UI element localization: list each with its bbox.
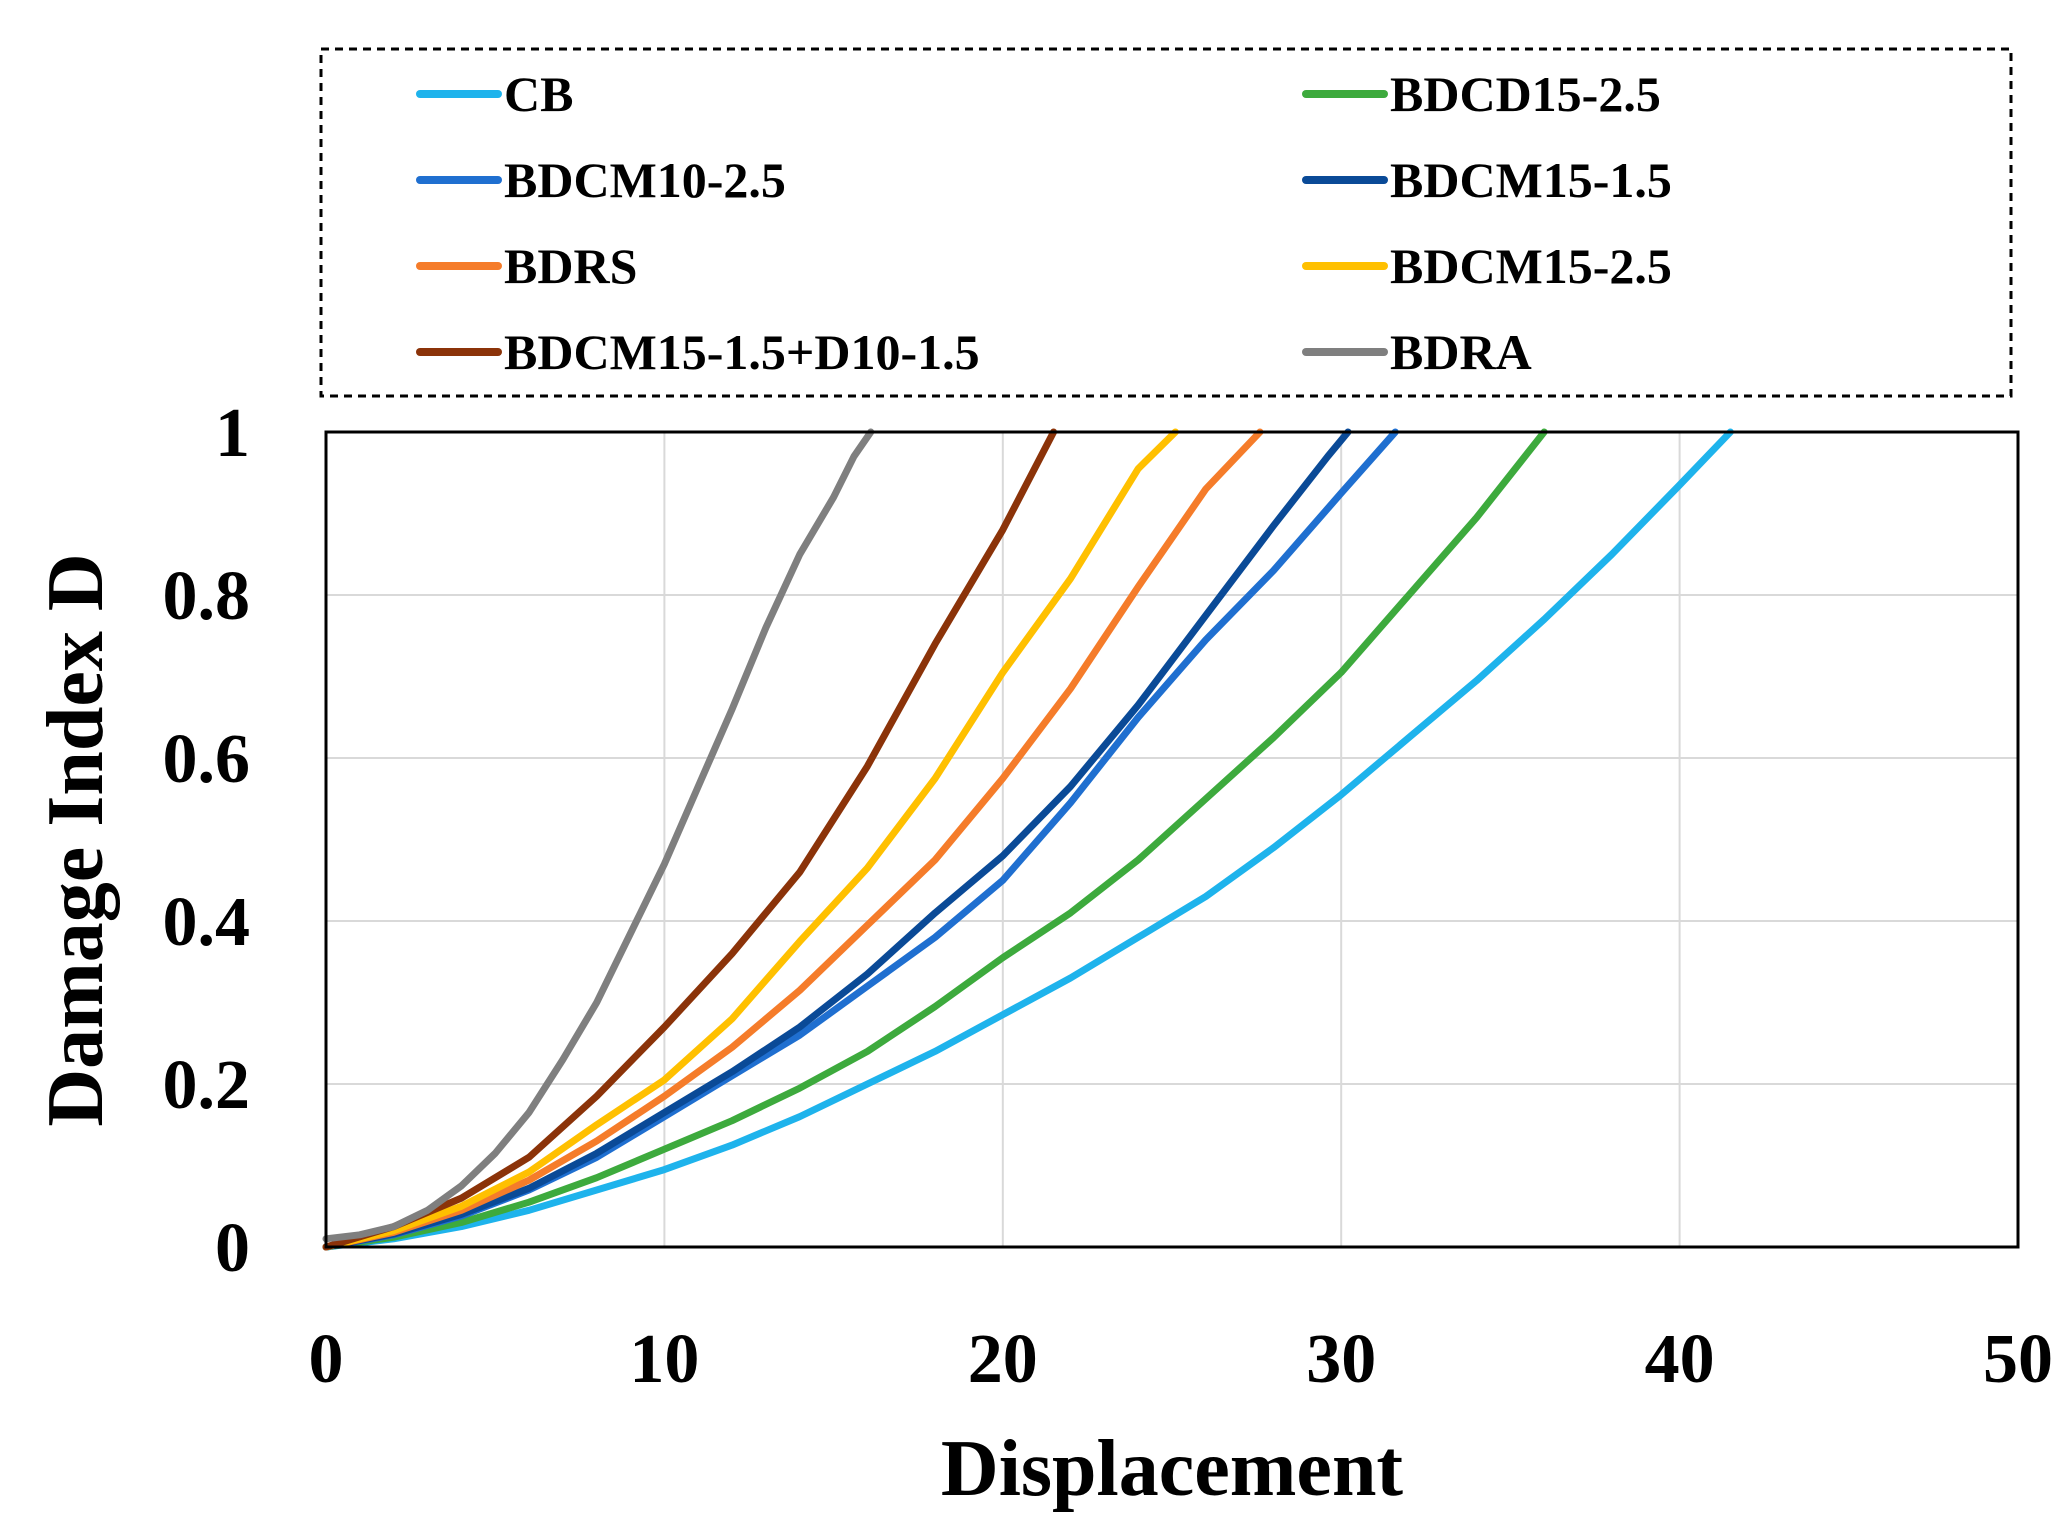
tick-labels: 0 10 20 30 40 50 0 0.2 0.4 0.6 0.8 1 xyxy=(163,395,2054,1398)
legend-label: BDRS xyxy=(504,238,637,294)
legend-label: BDCM15-1.5+D10-1.5 xyxy=(504,324,980,380)
legend-item: CB xyxy=(416,66,573,122)
x-tick-label: 40 xyxy=(1645,1321,1715,1398)
x-tick-label: 0 xyxy=(309,1321,344,1398)
series-lines xyxy=(322,428,1734,1251)
legend-item: BDCM15-1.5 xyxy=(1302,152,1672,208)
x-tick-label: 10 xyxy=(629,1321,699,1398)
y-tick-label: 0.4 xyxy=(163,884,251,961)
series-line-bdcm15-1-5-d10-1-5 xyxy=(322,428,1058,1251)
legend-label: BDRA xyxy=(1390,324,1532,380)
legend-item: BDCD15-2.5 xyxy=(1302,66,1661,122)
legend-label: BDCM15-1.5 xyxy=(1390,152,1672,208)
plot-area-frame xyxy=(324,430,2020,1249)
x-tick-label: 50 xyxy=(1983,1321,2053,1398)
series-line-bdcd15-2-5 xyxy=(322,428,1548,1251)
y-tick-label: 0.6 xyxy=(163,721,251,798)
y-tick-label: 0.2 xyxy=(163,1047,251,1124)
y-tick-label: 0 xyxy=(215,1210,250,1287)
series-line-bdrs xyxy=(322,428,1264,1251)
legend-item: BDCM15-1.5+D10-1.5 xyxy=(416,324,980,380)
legend: CB BDCD15-2.5 BDCM10-2.5 BDCM15-1.5 BDRS BDCM… xyxy=(416,66,1672,380)
x-tick-label: 30 xyxy=(1306,1321,1376,1398)
legend-item: BDCM15-2.5 xyxy=(1302,238,1672,294)
y-axis-title: Damage Index D xyxy=(32,553,120,1126)
x-axis-title: Displacement xyxy=(941,1425,1404,1513)
series-line-cb xyxy=(322,428,1734,1251)
series-line-bdra xyxy=(322,428,875,1243)
y-tick-label: 0.8 xyxy=(163,558,251,635)
y-tick-label: 1 xyxy=(215,395,250,472)
legend-label: BDCD15-2.5 xyxy=(1390,66,1661,122)
legend-item: BDRS xyxy=(416,238,637,294)
legend-item: BDCM10-2.5 xyxy=(416,152,786,208)
series-line-bdcm10-2-5 xyxy=(322,428,1399,1251)
legend-label: CB xyxy=(504,66,573,122)
x-tick-label: 20 xyxy=(968,1321,1038,1398)
legend-item: BDRA xyxy=(1302,324,1532,380)
grid-lines xyxy=(326,432,2018,1247)
legend-label: BDCM15-2.5 xyxy=(1390,238,1672,294)
series-line-bdcm15-1-5 xyxy=(322,428,1352,1251)
series-line-bdcm15-2-5 xyxy=(322,428,1179,1251)
legend-box xyxy=(319,47,2013,398)
legend-label: BDCM10-2.5 xyxy=(504,152,786,208)
